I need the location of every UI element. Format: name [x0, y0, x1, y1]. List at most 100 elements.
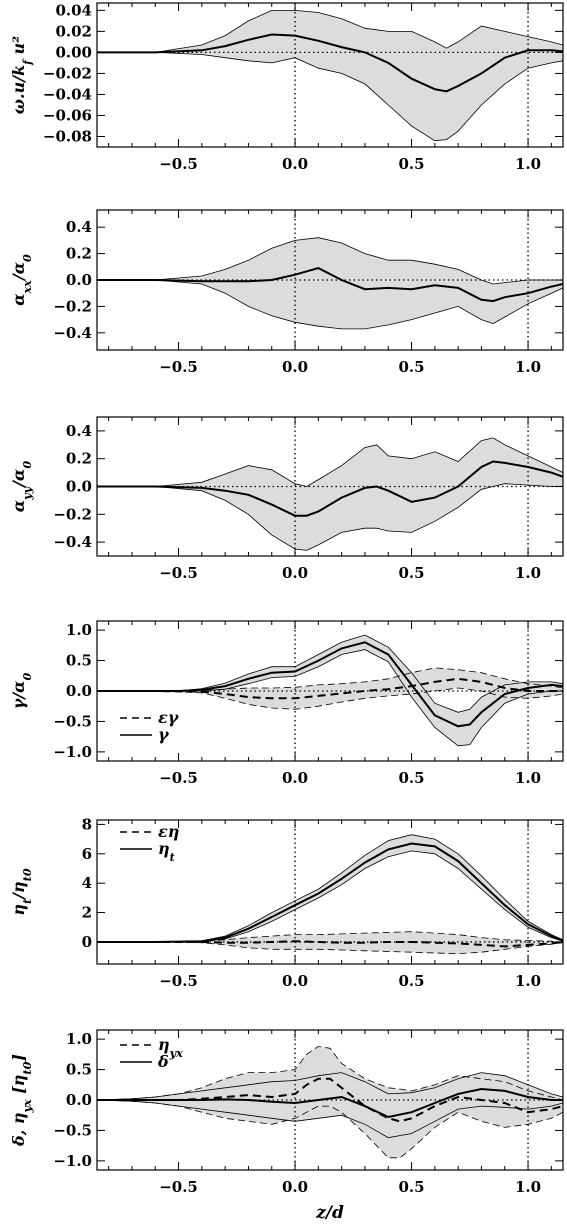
y-tick-label: −0.2 — [53, 297, 92, 315]
y-tick-label: −0.4 — [53, 533, 92, 551]
series-line-2 — [97, 940, 563, 948]
legend: εγγ — [120, 708, 180, 744]
y-tick-label: 0.0 — [66, 682, 92, 700]
y-tick-label: 0.0 — [66, 1091, 92, 1109]
legend-label-1: εγ — [158, 708, 180, 727]
panel-1: −0.5 0.0 0.5 1.0 0.04 0.02 0.00 −0.02 −0.04 −0.06… — [9, 1, 564, 173]
x-tick-label: 0.5 — [398, 1178, 424, 1196]
panel-4: −0.5 0.0 0.5 1.0 1.0 0.5 0.0 −0.5 −1.0 γ/α0 εγγ — [9, 620, 564, 787]
plot-area — [97, 621, 563, 761]
series-line-1 — [97, 641, 563, 728]
legend-label-2: δ — [157, 1052, 169, 1071]
band-series-1 — [97, 635, 563, 746]
band-edge-lo-1 — [97, 850, 563, 943]
y-tick-label: 0.2 — [66, 450, 92, 468]
y-tick-label: −1.0 — [53, 743, 92, 761]
plot-frame — [96, 2, 564, 148]
y-axis-label: γ/α0 — [9, 673, 34, 710]
series-line-1 — [97, 460, 563, 517]
band-edge-lo-1 — [97, 483, 563, 551]
band-edge-lo-1 — [97, 52, 563, 142]
panel-6: −0.5 0.0 0.5 1.0 1.0 0.5 0.0 −0.5 −1.0 δ, ηyx [ηt… — [9, 1029, 564, 1223]
band-edge-hi-2 — [97, 931, 563, 943]
y-tick-label: 6 — [82, 845, 92, 863]
x-tick-label: −0.5 — [159, 155, 198, 173]
y-tick-label: 0.04 — [55, 1, 92, 19]
y-tick-label: 1.0 — [66, 1030, 92, 1048]
y-tick-label: 0.2 — [66, 245, 92, 263]
x-tick-label: −0.5 — [159, 972, 198, 990]
y-axis-label: αxx/α0 — [9, 254, 34, 306]
y-tick-label: 0.02 — [55, 22, 92, 40]
plot-area — [97, 210, 563, 350]
x-tick-label: 1.0 — [515, 972, 541, 990]
x-tick-label: −0.5 — [159, 358, 198, 376]
y-axis-label: ηt/ηt0 — [9, 868, 34, 915]
plot-frame — [96, 819, 564, 965]
band-edge-lo-2 — [97, 941, 563, 955]
x-tick-label: 1.0 — [515, 769, 541, 787]
band-edge-hi-1 — [97, 437, 563, 487]
y-tick-label: 0.4 — [66, 218, 92, 236]
y-tick-label: −0.5 — [53, 712, 92, 730]
x-tick-label: 0.0 — [282, 564, 308, 582]
x-tick-label: 1.0 — [515, 358, 541, 376]
series-line-2 — [97, 677, 563, 700]
panel-2: −0.5 0.0 0.5 1.0 0.4 0.2 0.0 −0.2 −0.4 αxx/α0 — [9, 209, 564, 376]
y-tick-label: −0.06 — [43, 106, 92, 124]
y-tick-label: 0.4 — [66, 422, 92, 440]
y-tick-label: −1.0 — [53, 1152, 92, 1170]
x-tick-label: −0.5 — [159, 564, 198, 582]
x-tick-label: 0.0 — [282, 1178, 308, 1196]
x-tick-label: 0.5 — [398, 155, 424, 173]
y-tick-label: 4 — [82, 874, 92, 892]
plot-area — [97, 417, 563, 556]
y-tick-label: 0.0 — [66, 271, 92, 289]
series-line-1 — [97, 33, 563, 93]
x-tick-label: 0.5 — [398, 769, 424, 787]
y-tick-label: 0.00 — [55, 43, 92, 61]
x-axis-label: z/d — [315, 1203, 344, 1223]
band-edge-hi-1 — [97, 1045, 563, 1101]
band-edge-lo-1 — [97, 1099, 563, 1159]
plot-area — [97, 3, 563, 147]
y-tick-label: −0.5 — [53, 1121, 92, 1139]
x-tick-label: −0.5 — [159, 1178, 198, 1196]
series-line-2 — [97, 1087, 563, 1119]
band-series-2 — [97, 667, 563, 710]
band-edge-hi-2 — [97, 667, 563, 692]
y-tick-label: 0.5 — [66, 652, 92, 670]
x-tick-label: 1.0 — [515, 155, 541, 173]
x-tick-label: −0.5 — [159, 769, 198, 787]
plot-area — [97, 820, 563, 964]
x-tick-label: 1.0 — [515, 1178, 541, 1196]
band-series-1 — [97, 834, 563, 942]
y-tick-label: 0.0 — [66, 478, 92, 496]
series-line-1 — [97, 267, 563, 303]
band-edge-hi-1 — [97, 834, 563, 943]
x-tick-label: 0.0 — [282, 358, 308, 376]
y-tick-label: −0.04 — [43, 85, 92, 103]
x-tick-label: 0.0 — [282, 769, 308, 787]
series-line-1 — [97, 842, 563, 943]
x-tick-label: 0.5 — [398, 358, 424, 376]
band-edge-hi-2 — [97, 1072, 563, 1101]
band-edge-lo-1 — [97, 279, 563, 330]
y-axis-label: ω.u/kf u² — [9, 36, 34, 114]
plot-area — [97, 1030, 563, 1170]
y-tick-label: 8 — [82, 815, 92, 833]
band-edge-lo-2 — [97, 1099, 563, 1139]
legend-label-1: ηyx — [158, 1035, 183, 1060]
y-tick-label: −0.08 — [43, 127, 92, 145]
x-tick-label: 0.5 — [398, 972, 424, 990]
legend-label-1: εη — [158, 822, 179, 841]
y-tick-label: 1.0 — [66, 621, 92, 639]
band-edge-lo-2 — [97, 687, 563, 710]
x-tick-label: 0.5 — [398, 564, 424, 582]
y-tick-label: 0.5 — [66, 1061, 92, 1079]
band-series-2 — [97, 1072, 563, 1138]
band-edge-hi-1 — [97, 9, 563, 53]
